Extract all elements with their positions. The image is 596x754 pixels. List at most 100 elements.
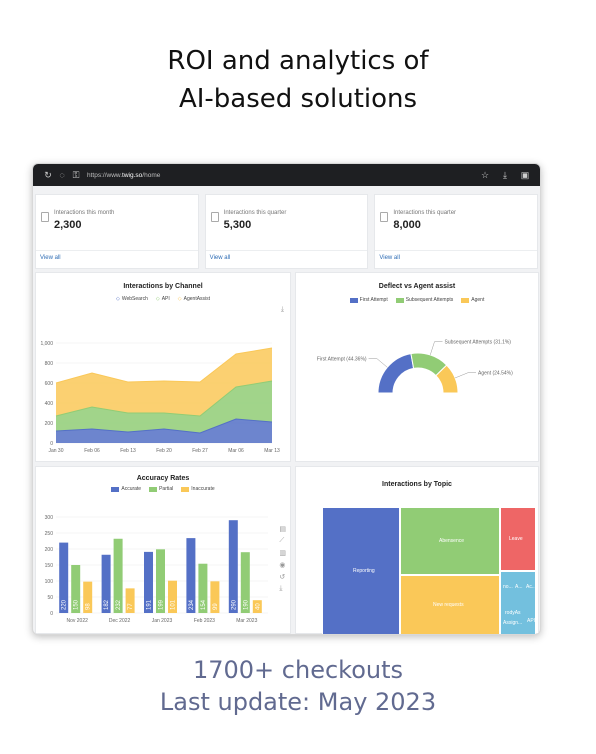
address-bar[interactable]: https://www.twig.so/home xyxy=(87,171,161,179)
legend-swatch xyxy=(149,486,158,492)
bar-accurate xyxy=(144,551,153,613)
bar-accurate xyxy=(59,542,69,613)
chart-toolbox: ▤ ⟋ ▥ ◉ ↺ ⤓ xyxy=(279,525,286,593)
legend-marker-icon: ◇ xyxy=(177,296,182,302)
bar-value-label: 101 xyxy=(171,599,177,610)
bar-partial xyxy=(240,552,250,613)
legend-swatch xyxy=(395,297,404,303)
bar-value-label: 182 xyxy=(104,599,110,610)
y-tick-label: 250 xyxy=(45,531,54,537)
x-tick-label: Jan 30 xyxy=(48,448,63,454)
restore-icon[interactable]: ↺ xyxy=(279,574,286,581)
browser-window: ↻ ◌ ⚿ https://www.twig.so/home ☆ ⤓ ▣ Int… xyxy=(32,163,541,635)
legend-item-first-attempt[interactable]: First Attempt xyxy=(349,297,388,303)
treemap-tile-new-requests[interactable]: New requests xyxy=(400,575,500,634)
legend-swatch xyxy=(181,486,190,492)
y-tick-label: 200 xyxy=(45,547,54,553)
accuracy-chart-legend: Accurate Partial Inaccurate xyxy=(36,486,290,492)
y-tick-label: 400 xyxy=(45,401,54,407)
bar-inaccurate xyxy=(83,581,93,613)
divider xyxy=(375,250,538,251)
x-tick-label: Feb 2023 xyxy=(194,618,215,624)
view-all-link[interactable]: View all xyxy=(379,255,400,261)
download-icon[interactable]: ⤓ xyxy=(279,585,283,592)
channel-chart-title: Interactions by Channel xyxy=(123,283,203,290)
donut-slice xyxy=(377,353,415,394)
stat-card: Interactions this quarter 8,000 View all xyxy=(374,194,539,269)
y-tick-label: 50 xyxy=(47,595,53,601)
y-tick-label: 0 xyxy=(50,441,53,447)
legend-item-agentassist[interactable]: ◇ AgentAssist xyxy=(177,296,211,302)
treemap-tile-leave[interactable]: Leave xyxy=(500,507,536,571)
legend-item-subsequent[interactable]: Subsequent Attempts xyxy=(395,297,453,303)
x-tick-label: Feb 27 xyxy=(192,448,208,454)
y-tick-label: 300 xyxy=(45,515,54,521)
treemap-tile-other[interactable]: no... A... Ac... rodyAs Assign... API xyxy=(500,571,536,634)
dashboard: Interactions this month 2,300 View all I… xyxy=(33,186,540,634)
stat-value: 5,300 xyxy=(223,219,252,231)
channel-chart-legend: ◇ WebSearch ◇ API ◇ AgentAssist xyxy=(36,296,290,302)
treemap-tile-abensence[interactable]: Abensence xyxy=(400,507,500,575)
y-tick-label: 200 xyxy=(45,421,54,427)
bar-accurate xyxy=(228,520,238,613)
view-all-link[interactable]: View all xyxy=(40,255,61,261)
topic-chart-title: Interactions by Topic xyxy=(382,481,452,488)
bar-value-label: 232 xyxy=(116,599,122,610)
label-leader-line xyxy=(368,358,388,368)
bar-inaccurate xyxy=(252,600,262,613)
shield-icon[interactable]: ◌ xyxy=(59,170,65,180)
legend-marker-icon: ◇ xyxy=(115,296,120,302)
stat-label: Interactions this month xyxy=(54,210,115,216)
y-tick-label: 1,000 xyxy=(40,341,53,347)
lock-icon: ⚿ xyxy=(72,169,80,180)
series-line xyxy=(55,380,273,417)
area-series-websearch xyxy=(56,419,272,443)
bar-chart-icon[interactable]: ▥ xyxy=(279,550,286,557)
stat-value: 8,000 xyxy=(393,219,421,231)
x-tick-label: Mar 06 xyxy=(228,448,244,454)
legend-swatch xyxy=(461,297,470,303)
reload-icon[interactable]: ↻ xyxy=(44,169,52,180)
slice-label: Agent (24.54%) xyxy=(478,371,513,377)
series-line xyxy=(55,418,273,434)
deflect-donut-chart: First Attempt (44.36%) Subsequent Attempt… xyxy=(317,340,513,394)
stack-icon[interactable]: ◉ xyxy=(279,562,286,569)
stat-label: Interactions this quarter xyxy=(393,210,457,216)
y-tick-label: 100 xyxy=(45,579,54,585)
bar-value-label: 154 xyxy=(201,599,207,610)
treemap-tile-reporting[interactable]: Reporting xyxy=(322,507,400,634)
x-tick-label: Dec 2022 xyxy=(109,618,131,624)
stat-card: Interactions this quarter 5,300 View all xyxy=(204,194,369,269)
x-tick-label: Jan 2023 xyxy=(152,618,173,624)
legend-item-api[interactable]: ◇ API xyxy=(155,296,170,302)
hero-title: ROI and analytics of AI-based solutions xyxy=(0,42,596,118)
bar-partial xyxy=(113,538,123,613)
area-series-agentassist xyxy=(56,348,272,416)
stat-value: 2,300 xyxy=(54,219,82,231)
bar-accurate xyxy=(186,538,196,613)
stat-card: Interactions this month 2,300 View all xyxy=(35,194,199,269)
extension-icon[interactable]: ▣ xyxy=(520,169,530,180)
legend-item-inaccurate[interactable]: Inaccurate xyxy=(181,486,215,492)
bookmark-star-icon[interactable]: ☆ xyxy=(480,169,490,180)
legend-item-accurate[interactable]: Accurate xyxy=(111,486,141,492)
channel-area-chart: 0 200 400 600 800 1,000 Jan 30 Feb 06 Feb 13 Feb … xyxy=(40,341,280,454)
download-icon[interactable]: ⤓ xyxy=(280,306,284,313)
data-view-icon[interactable]: ▤ xyxy=(279,526,286,533)
x-tick-label: Feb 20 xyxy=(156,448,172,454)
download-icon[interactable]: ⤓ xyxy=(503,169,507,180)
divider xyxy=(205,250,368,251)
line-chart-icon[interactable]: ⟋ xyxy=(279,537,285,544)
bar-value-label: 220 xyxy=(62,599,68,610)
footer-checkouts: 1700+ checkouts xyxy=(192,656,404,684)
legend-item-partial[interactable]: Partial xyxy=(149,486,173,492)
legend-item-agent[interactable]: Agent xyxy=(461,297,484,303)
x-tick-label: Feb 06 xyxy=(84,448,100,454)
bar-partial xyxy=(156,549,165,613)
slice-label: First Attempt (44.36%) xyxy=(317,356,367,362)
legend-item-websearch[interactable]: ◇ WebSearch xyxy=(115,296,148,302)
browser-toolbar: ↻ ◌ ⚿ https://www.twig.so/home ☆ ⤓ ▣ xyxy=(33,164,540,186)
view-all-link[interactable]: View all xyxy=(209,255,231,261)
donut-slice xyxy=(435,364,459,394)
channel-chart-panel: Interactions by Channel ◇ WebSearch ◇ API … xyxy=(35,272,291,462)
